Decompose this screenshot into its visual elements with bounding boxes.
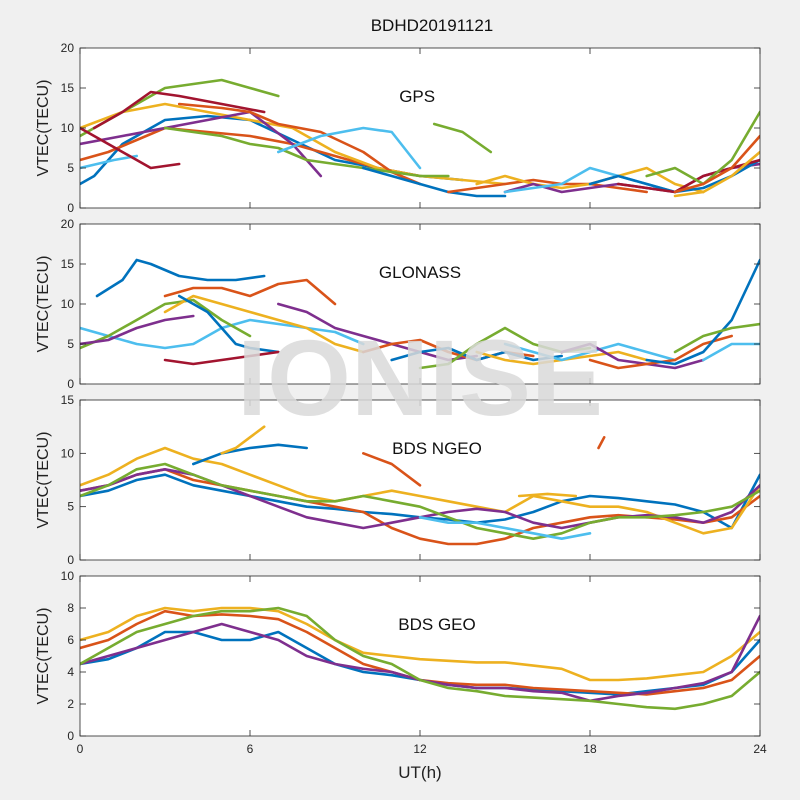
series-line-7 — [92, 90, 266, 130]
panel-glonass: 0 5 10 15 20 GLONASS VTEC(TECU) — [35, 217, 761, 391]
panels: 05101520GPSVTEC(TECU)05101520GLONASSVTEC… — [35, 41, 767, 756]
y-tick-label: 15 — [61, 393, 75, 407]
y-axis-label: VTEC(TECU) — [35, 608, 52, 705]
y-tick-label: 10 — [61, 446, 75, 460]
panel-gps: 0 5 10 15 20 GPS VTEC(TECU) — [35, 41, 761, 215]
y-tick-label: 15 — [61, 257, 75, 271]
series-line-10 — [517, 492, 578, 498]
figure-title: BDHD20191121 — [371, 16, 494, 35]
x-tick-label: 12 — [413, 742, 427, 756]
series-line-6 — [192, 443, 308, 466]
series-line-2 — [80, 446, 760, 535]
y-tick-label: 10 — [61, 569, 75, 583]
series-line-21 — [673, 150, 760, 198]
series-line-4 — [80, 462, 760, 540]
y-tick-label: 6 — [67, 633, 74, 647]
series-line-13 — [447, 178, 648, 194]
series-line-5 — [80, 154, 138, 170]
watermark: IONISE — [237, 317, 603, 438]
series-line-5 — [163, 294, 365, 354]
y-axis-label: VTEC(TECU) — [35, 80, 52, 177]
y-tick-label: 20 — [61, 41, 75, 55]
series-line-8 — [177, 102, 422, 186]
y-tick-label: 2 — [67, 697, 74, 711]
series-line-10 — [277, 126, 422, 170]
series-line-20 — [673, 134, 760, 194]
series-line-7 — [163, 350, 280, 366]
x-tick-label: 6 — [247, 742, 254, 756]
series-line-4 — [163, 278, 337, 306]
series-line-3 — [80, 314, 195, 346]
x-tick-label: 18 — [583, 742, 597, 756]
series-line-14 — [560, 342, 705, 370]
series-line-6 — [80, 126, 181, 170]
y-tick-label: 5 — [67, 161, 74, 175]
series-line-0 — [95, 258, 266, 298]
series-line-17 — [673, 322, 760, 354]
series-group — [80, 258, 760, 370]
y-axis-label: VTEC(TECU) — [35, 256, 52, 353]
series-line-18 — [617, 158, 760, 194]
series-line-7 — [220, 425, 266, 455]
series-line-2 — [80, 606, 760, 682]
x-tick-label: 24 — [753, 742, 767, 756]
series-line-8 — [277, 302, 478, 362]
series-line-13 — [503, 342, 677, 362]
series-line-10 — [390, 346, 563, 362]
y-tick-label: 8 — [67, 601, 74, 615]
y-tick-label: 0 — [67, 377, 74, 391]
panel-title: GLONASS — [379, 263, 461, 282]
panel-title: BDS NGEO — [392, 439, 482, 458]
y-tick-label: 20 — [61, 217, 75, 231]
x-axis-label: UT(h) — [398, 763, 441, 782]
x-tick-label: 0 — [77, 742, 84, 756]
panel-bds-ngeo: 0 5 10 15 BDS NGEO VTEC(TECU) — [35, 393, 761, 567]
series-line-16 — [645, 258, 760, 366]
y-tick-label: 4 — [67, 665, 74, 679]
y-tick-label: 5 — [67, 500, 74, 514]
y-tick-label: 10 — [61, 297, 75, 311]
y-axis-label: VTEC(TECU) — [35, 432, 52, 529]
series-group — [80, 78, 760, 198]
series-line-2 — [80, 102, 507, 186]
y-tick-label: 15 — [61, 81, 75, 95]
series-line-11 — [432, 122, 493, 154]
series-line-1 — [80, 126, 422, 178]
series-line-9 — [597, 436, 606, 450]
panel-title: BDS GEO — [398, 615, 475, 634]
y-tick-label: 0 — [67, 553, 74, 567]
plot-area — [80, 576, 760, 736]
series-line-6 — [177, 294, 280, 354]
series-line-18 — [702, 342, 760, 362]
series-line-4 — [80, 606, 760, 711]
series-line-2 — [80, 298, 252, 350]
plot-area — [80, 48, 760, 208]
series-line-12 — [362, 166, 507, 198]
series-line-9 — [163, 126, 450, 178]
series-line-8 — [362, 452, 422, 487]
y-tick-label: 5 — [67, 337, 74, 351]
series-line-5 — [418, 516, 592, 540]
y-tick-label: 0 — [67, 201, 74, 215]
panel-title: GPS — [399, 87, 435, 106]
series-group — [80, 425, 760, 546]
y-tick-label: 0 — [67, 729, 74, 743]
y-tick-label: 10 — [61, 121, 75, 135]
series-line-3 — [80, 110, 323, 178]
series-group — [80, 606, 760, 711]
